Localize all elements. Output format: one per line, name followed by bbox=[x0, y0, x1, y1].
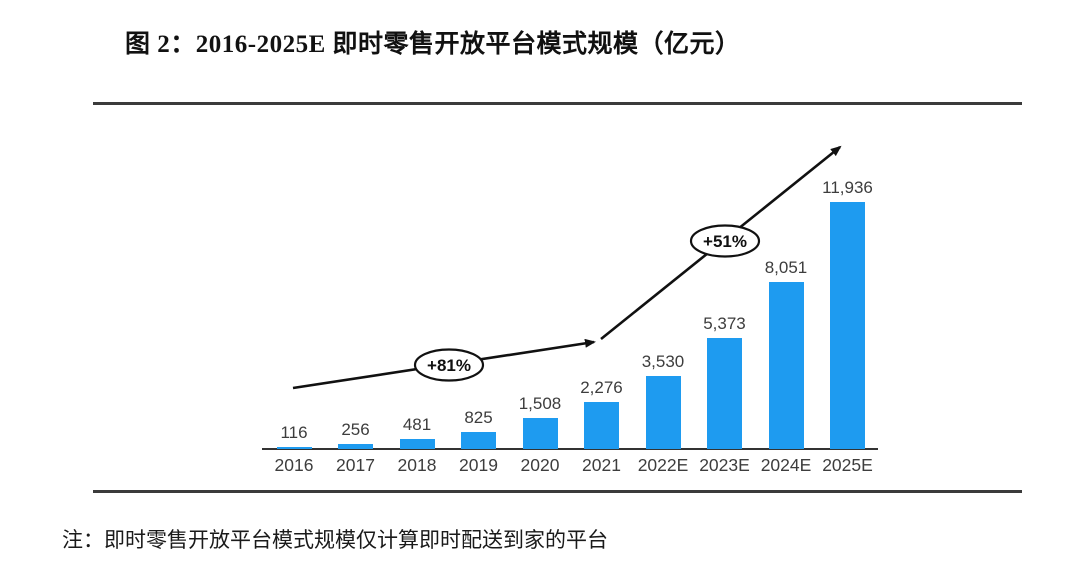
bar-2016 bbox=[276, 446, 312, 449]
x-tick-label: 2018 bbox=[397, 455, 437, 475]
x-tick-label: 2020 bbox=[520, 455, 560, 475]
bar-2017 bbox=[338, 443, 373, 449]
bar-value-label: 3,530 bbox=[641, 351, 685, 371]
growth-rate-label: +81% bbox=[427, 356, 471, 375]
bar-value-label: 256 bbox=[341, 419, 370, 439]
bar-value-label: 481 bbox=[402, 415, 432, 435]
x-tick-label: 2022E bbox=[637, 455, 689, 475]
figure-title: 图 2：2016-2025E 即时零售开放平台模式规模（亿元） bbox=[125, 31, 741, 58]
growth-arrow-2021-2025 bbox=[600, 145, 842, 341]
bar-value-label: 5,373 bbox=[703, 313, 746, 333]
x-tick-label: 2017 bbox=[336, 455, 375, 475]
bar-value-label: 1,508 bbox=[518, 393, 562, 413]
growth-badge-ellipse bbox=[413, 348, 485, 382]
bar-value-label: 8,051 bbox=[764, 258, 808, 278]
bar-2019 bbox=[461, 431, 496, 449]
x-tick-label: 2021 bbox=[582, 455, 621, 475]
x-axis bbox=[262, 448, 878, 450]
x-tick-label: 2025E bbox=[822, 455, 873, 475]
top-rule bbox=[93, 102, 1022, 105]
bar-2021 bbox=[584, 401, 619, 449]
bar-value-label: 825 bbox=[464, 407, 493, 427]
figure-note: 注：即时零售开放平台模式规模仅计算即时配送到家的平台 bbox=[62, 528, 608, 552]
growth-arrow-2016-2021 bbox=[292, 338, 596, 390]
x-tick-label: 2016 bbox=[274, 455, 314, 475]
x-tick-label: 2019 bbox=[459, 455, 498, 475]
bar-2022E bbox=[645, 375, 681, 449]
bar-2018 bbox=[399, 439, 435, 449]
bar-value-label: 116 bbox=[280, 422, 308, 442]
bottom-rule bbox=[93, 490, 1022, 493]
bar-value-label: 11,936 bbox=[822, 178, 873, 197]
bar-2023E bbox=[707, 337, 742, 449]
x-tick-label: 2024E bbox=[760, 455, 812, 475]
bar-2024E bbox=[768, 282, 804, 449]
bar-2025E bbox=[830, 202, 865, 449]
x-tick-label: 2023E bbox=[699, 455, 750, 475]
growth-badge-ellipse bbox=[689, 224, 761, 258]
growth-rate-label: +51% bbox=[703, 232, 747, 251]
bar-2020 bbox=[522, 417, 558, 449]
bar-value-label: 2,276 bbox=[580, 377, 623, 397]
